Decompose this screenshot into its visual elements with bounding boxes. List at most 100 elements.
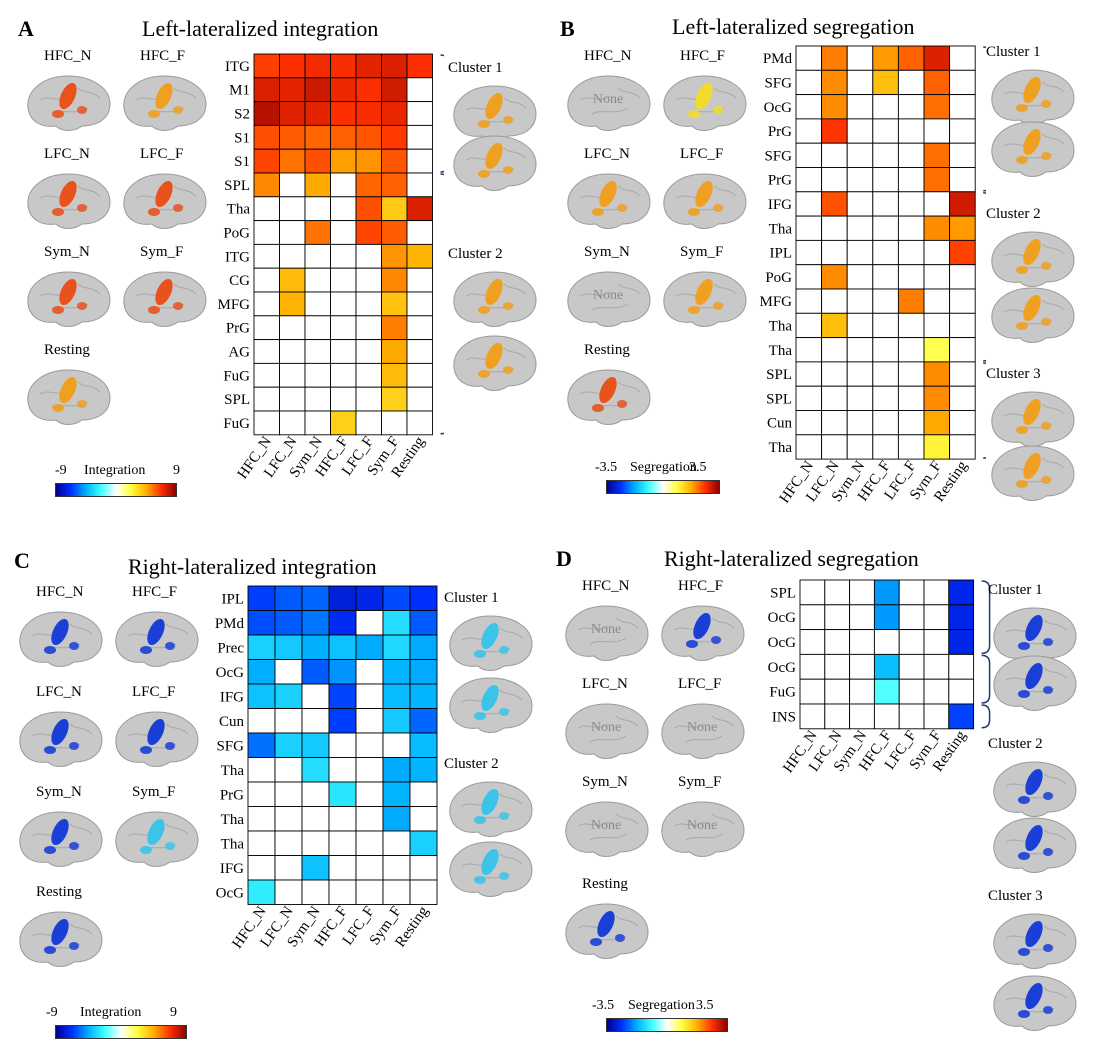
heatmap-cell	[330, 243, 357, 269]
heatmap-cell	[897, 191, 925, 217]
heatmap-cell	[381, 196, 408, 222]
heatmap-cell	[898, 629, 925, 655]
brain-condition-label: LFC_N	[582, 676, 628, 692]
heatmap-cell	[795, 45, 823, 71]
heatmap-cell	[795, 312, 823, 339]
cluster-brain-thumbnail	[986, 116, 1078, 180]
heatmap-cell	[873, 678, 900, 705]
heatmap-cell	[872, 142, 899, 168]
cluster-bracket	[440, 54, 444, 173]
heatmap-cell	[247, 732, 276, 758]
heatmap-cell	[846, 264, 874, 290]
heatmap-cell	[949, 264, 976, 290]
heatmap-cell	[923, 410, 951, 436]
heatmap-cell	[846, 215, 874, 241]
heatmap-cell	[355, 77, 382, 103]
panel-c-colorbar	[55, 1025, 187, 1039]
brain-condition-label: HFC_N	[44, 48, 92, 64]
heatmap-cell	[355, 410, 382, 436]
row-label: S1	[234, 130, 250, 146]
heatmap-cell	[923, 215, 951, 241]
row-label: M1	[229, 83, 250, 99]
heatmap-cell	[795, 385, 823, 411]
heatmap-cell	[253, 339, 280, 364]
heatmap-cell	[821, 410, 848, 436]
heatmap-cell	[247, 708, 276, 734]
cluster-brain-thumbnail	[444, 836, 536, 900]
brain-render-icon	[565, 605, 649, 661]
heatmap-cell	[897, 288, 925, 314]
brain-condition-label: HFC_F	[132, 584, 178, 600]
row-label: ITG	[225, 59, 250, 75]
brain-render-icon	[123, 75, 207, 131]
brain-render-icon	[993, 913, 1077, 969]
none-label: None	[686, 818, 718, 833]
cluster-bracket	[981, 704, 991, 729]
brain-condition-label: LFC_N	[36, 684, 82, 700]
brain-condition-label: Sym_N	[44, 244, 90, 260]
brain-render-icon	[123, 173, 207, 229]
heatmap-cell	[872, 288, 899, 314]
heatmap-cell	[274, 806, 303, 832]
heatmap-cell	[846, 191, 874, 217]
heatmap-cell	[949, 142, 976, 168]
row-label: PoG	[765, 270, 792, 286]
heatmap-cell	[949, 410, 976, 436]
heatmap-cell	[949, 434, 976, 460]
heatmap-cell	[923, 703, 950, 730]
heatmap-cell	[923, 629, 950, 655]
brain-render-icon	[123, 271, 207, 327]
heatmap-cell	[330, 53, 357, 79]
heatmap-cell	[923, 167, 951, 193]
heatmap-cell	[355, 806, 384, 832]
heatmap-cell	[824, 703, 851, 730]
brain-condition-label: LFC_N	[44, 146, 90, 162]
heatmap-cell	[330, 315, 357, 341]
heatmap-cell	[795, 239, 823, 266]
panel-d-colorbar-max: 3.5	[696, 998, 714, 1013]
brain-render-icon	[449, 615, 533, 671]
heatmap-cell	[301, 879, 330, 905]
heatmap-cell	[846, 118, 874, 144]
row-label: SPL	[224, 392, 250, 408]
heatmap-cell	[253, 148, 280, 174]
brain-condition-label: Sym_N	[36, 784, 82, 800]
brain-thumbnail	[118, 266, 210, 330]
brain-render-icon	[19, 611, 103, 667]
cluster-label: Cluster 1	[986, 44, 1041, 60]
brain-thumbnail	[22, 168, 114, 232]
heatmap-cell	[406, 243, 433, 269]
heatmap-cell	[409, 708, 438, 734]
heatmap-cell	[301, 610, 330, 636]
heatmap-cell	[821, 215, 848, 241]
heatmap-cell	[897, 94, 925, 120]
brain-render-icon	[453, 85, 537, 141]
heatmap-cell	[328, 585, 357, 611]
heatmap-cell	[301, 659, 330, 685]
brain-thumbnail	[656, 600, 748, 664]
brain-condition-label: HFC_N	[584, 48, 632, 64]
heatmap-cell	[253, 124, 280, 150]
brain-thumbnail	[14, 606, 106, 670]
cluster-label: Cluster 2	[448, 246, 503, 262]
row-label: S1	[234, 154, 250, 170]
heatmap-cell	[873, 579, 900, 606]
heatmap-cell	[897, 410, 925, 436]
heatmap-cell	[795, 264, 823, 290]
cluster-label: Cluster 2	[444, 756, 499, 772]
heatmap-cell	[253, 53, 280, 79]
heatmap-cell	[409, 757, 438, 783]
heatmap-cell	[382, 806, 411, 832]
brain-thumbnail	[14, 706, 106, 770]
heatmap-cell	[253, 77, 280, 103]
brain-condition-label: Sym_F	[678, 774, 722, 790]
heatmap-cell	[382, 585, 411, 611]
heatmap-cell	[279, 315, 306, 341]
heatmap-cell	[824, 653, 851, 680]
heatmap-cell	[872, 118, 899, 144]
heatmap-cell	[355, 315, 382, 341]
heatmap-cell	[247, 585, 276, 611]
heatmap-cell	[406, 410, 433, 436]
heatmap-cell	[247, 879, 276, 905]
heatmap-cell	[795, 361, 823, 387]
